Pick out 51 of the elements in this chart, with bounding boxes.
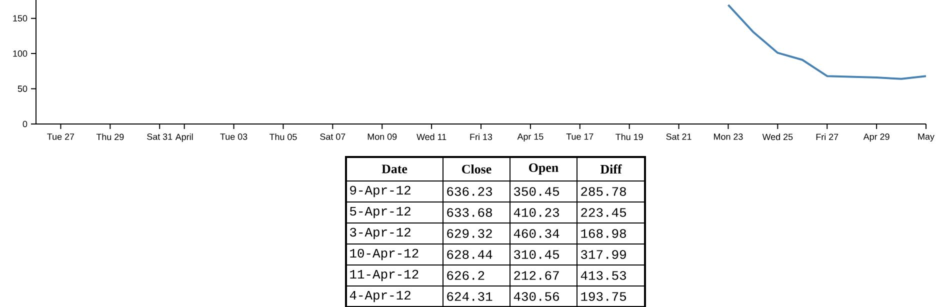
y-tick-label: 50 — [18, 86, 28, 92]
data-label: 223.45 — [581, 208, 626, 217]
x-tick-label: Mon 09 — [368, 134, 397, 140]
data-label: 212.67 — [514, 271, 559, 280]
data-label: 413.53 — [580, 271, 626, 280]
data-label: 628.44 — [447, 250, 492, 259]
x-tick-label: Open — [529, 163, 558, 175]
y-tick-label: 150 — [13, 15, 28, 22]
data-label: 629.32 — [447, 229, 492, 238]
x-tick-label: Tue 17 — [566, 134, 594, 140]
x-tick-label: Thu 19 — [616, 134, 643, 140]
data-label: 636.23 — [447, 187, 492, 196]
data-label: 285.78 — [581, 187, 626, 196]
x-tick-label: Thu 05 — [269, 134, 297, 140]
data-label: 317.99 — [581, 250, 626, 259]
x-tick-label: Fri 13 — [470, 134, 492, 140]
y-tick-label: 9-Apr-12 — [350, 186, 410, 198]
x-tick-label: Apr 29 — [863, 134, 890, 142]
data-label: 310.45 — [514, 250, 560, 259]
x-tick-label: Mon 23 — [714, 134, 743, 140]
x-tick-label: Sat 31 — [147, 134, 172, 140]
x-tick-label: Tue 27 — [47, 134, 74, 140]
x-tick-label: Sat 07 — [320, 134, 346, 140]
y-tick-label: 3-Apr-12 — [350, 228, 410, 240]
x-tick-label: Apr 15 — [517, 134, 544, 142]
x-tick-label: Sat 21 — [666, 134, 692, 140]
x-tick-label: Close — [462, 164, 492, 174]
data-label: 626.2 — [447, 271, 484, 280]
x-tick-label: April — [175, 134, 193, 142]
y-tick-label: 10-Apr-12 — [350, 248, 418, 260]
x-tick-label: Wed 25 — [762, 134, 793, 140]
data-label: 168.98 — [581, 229, 626, 238]
data-label: 624.31 — [447, 292, 492, 301]
y-tick-label: 11-Apr-12 — [350, 270, 418, 282]
data-label: 633.68 — [447, 208, 492, 217]
x-tick-label: Thu 29 — [96, 134, 124, 140]
y-tick-label: 5-Apr-12 — [350, 206, 410, 218]
data-label: 350.45 — [514, 187, 560, 196]
data-label: 410.23 — [514, 208, 560, 217]
data-label: 460.34 — [514, 229, 560, 238]
x-tick-label: Wed 11 — [416, 134, 446, 140]
y-tick-label: 0 — [22, 120, 28, 128]
y-axis-title: Date — [382, 164, 408, 174]
y-tick-label: 4-Apr-12 — [350, 290, 410, 302]
y-tick-label: 100 — [13, 50, 28, 57]
x-tick-label: Tue 03 — [220, 134, 248, 140]
x-tick-label: May — [918, 134, 934, 142]
x-tick-label: Diff — [600, 164, 622, 174]
data-label: 430.56 — [514, 292, 559, 301]
x-tick-label: Fri 27 — [816, 134, 838, 140]
data-label: 193.75 — [581, 292, 626, 301]
